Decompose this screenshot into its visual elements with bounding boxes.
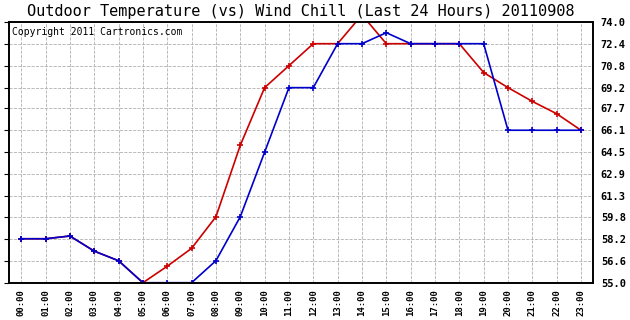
Title: Outdoor Temperature (vs) Wind Chill (Last 24 Hours) 20110908: Outdoor Temperature (vs) Wind Chill (Las… — [27, 4, 575, 19]
Text: Copyright 2011 Cartronics.com: Copyright 2011 Cartronics.com — [12, 27, 182, 37]
